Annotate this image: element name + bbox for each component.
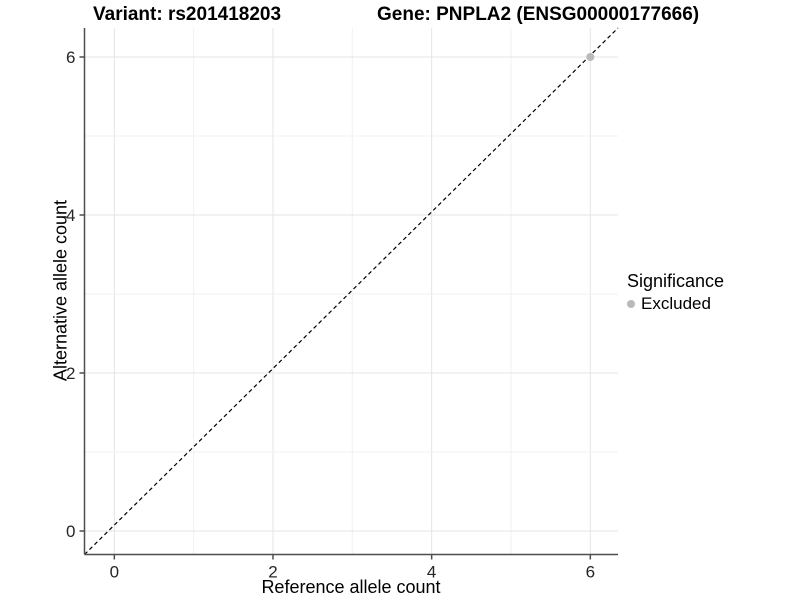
y-tick-label: 2 — [66, 364, 75, 383]
x-tick-label: 6 — [586, 563, 595, 582]
identity-line — [84, 27, 619, 555]
x-axis-title: Reference allele count — [261, 577, 441, 597]
data-point-excluded — [586, 53, 595, 61]
legend-item-excluded: Excluded — [627, 294, 724, 314]
y-axis-title: Alternative allele count — [50, 199, 71, 382]
gridlines — [84, 28, 618, 555]
y-tick-label: 6 — [66, 48, 75, 67]
plot-title-gene: Gene: PNPLA2 (ENSG00000177666) — [377, 4, 700, 25]
x-tick-label: 4 — [427, 563, 436, 582]
identity-line-group — [84, 27, 619, 555]
legend-title: Significance — [627, 271, 725, 291]
legend: Significance Excluded — [627, 271, 724, 314]
x-tick-label: 2 — [268, 563, 277, 582]
legend-item-label: Excluded — [641, 294, 711, 313]
plot-title-variant: Variant: rs201418203 — [93, 4, 282, 25]
y-tick-label: 4 — [66, 206, 75, 225]
data-points — [586, 53, 595, 61]
x-tick-label: 0 — [110, 563, 119, 582]
legend-point-icon — [627, 300, 635, 308]
axis-ticks: 0 2 4 6 0 2 4 6 — [66, 48, 595, 582]
y-tick-label: 0 — [66, 522, 75, 541]
